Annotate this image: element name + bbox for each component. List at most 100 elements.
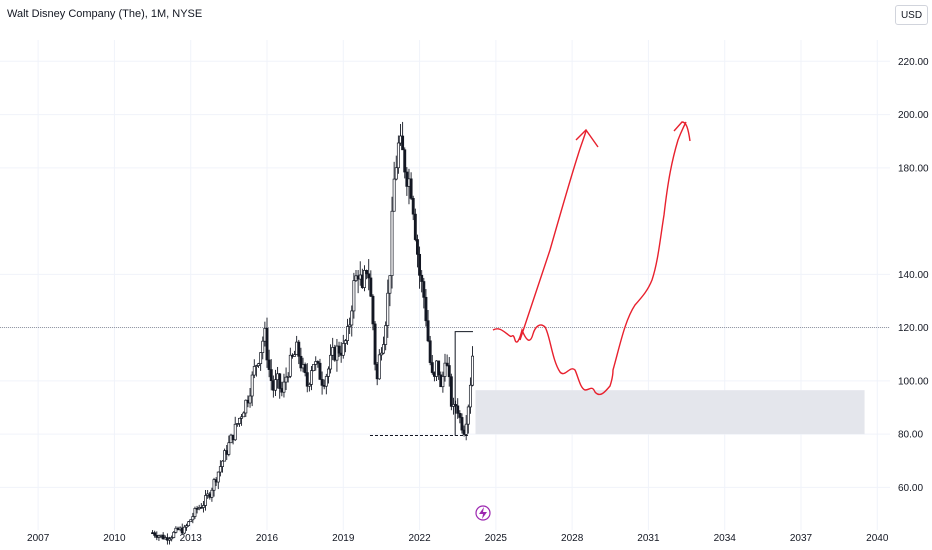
candle-body — [420, 274, 424, 282]
candle-body — [210, 489, 214, 498]
candle-body — [424, 296, 428, 322]
x-tick-label: 2031 — [637, 533, 660, 544]
lightning-icon[interactable] — [475, 505, 491, 521]
x-tick-label: 2037 — [790, 533, 813, 544]
candle-body — [418, 253, 422, 276]
candle-body — [456, 405, 460, 414]
candle-body — [363, 270, 366, 288]
currency-button[interactable]: USD — [895, 5, 928, 25]
candle-body — [348, 324, 352, 327]
candle-body — [430, 362, 434, 373]
candle-body — [350, 310, 354, 326]
candle-body — [303, 364, 307, 373]
candle-body — [403, 149, 407, 173]
candle-body — [191, 516, 195, 521]
support-zone — [475, 390, 865, 435]
candle-body — [409, 178, 413, 199]
candle-body — [218, 466, 222, 473]
candle-body — [396, 142, 400, 169]
candle-body — [390, 210, 394, 276]
candle-body — [320, 379, 324, 386]
candle-body — [411, 198, 415, 215]
y-tick-label: 140.00 — [898, 270, 929, 281]
candle-body — [373, 323, 377, 365]
candle-body — [392, 178, 396, 212]
y-axis: 60.00 80.00 100.00 120.00 140.00 180.00 200.00… — [898, 57, 929, 494]
x-tick-label: 2013 — [180, 533, 203, 544]
candle-body — [174, 527, 178, 533]
x-tick-label: 2007 — [27, 533, 50, 544]
candle-body — [244, 399, 248, 414]
candle-body — [316, 361, 320, 364]
candle-body — [223, 450, 227, 462]
candle-body — [382, 344, 385, 354]
arrowhead-2 — [673, 121, 691, 142]
candle-body — [238, 417, 241, 424]
candle-body — [187, 521, 191, 527]
candle-body — [212, 479, 216, 491]
candle-body — [153, 532, 157, 536]
candle-body — [310, 370, 313, 385]
candlestick-series — [151, 121, 474, 545]
y-tick-label: 60.00 — [898, 483, 923, 494]
candle-body — [199, 507, 203, 509]
hand-drawn-projection — [492, 121, 691, 396]
candle-body — [168, 538, 171, 541]
y-tick-label: 200.00 — [898, 110, 929, 121]
candle-body — [269, 369, 273, 382]
candle-body — [261, 340, 265, 353]
x-tick-label: 2034 — [714, 533, 737, 544]
candle-body — [233, 423, 237, 441]
candle-body — [329, 354, 333, 370]
candle-body — [365, 270, 369, 275]
candle-body — [161, 534, 165, 540]
x-tick-label: 2025 — [485, 533, 508, 544]
candle-body — [282, 381, 286, 393]
y-tick-label: 80.00 — [898, 430, 923, 441]
x-tick-label: 2028 — [561, 533, 584, 544]
candle-body — [288, 354, 292, 377]
candle-body — [318, 362, 322, 380]
grid-lines — [0, 40, 890, 530]
candle-body — [471, 355, 474, 386]
x-tick-label: 2010 — [103, 533, 126, 544]
x-axis: 2007 2010 2013 2016 2019 2022 2025 2028 2031 2034… — [27, 533, 889, 544]
candle-body — [352, 280, 356, 312]
candle-body — [449, 376, 453, 407]
projection-path-2 — [519, 130, 587, 341]
candle-body — [254, 365, 258, 367]
projection-path-1 — [492, 121, 687, 396]
candle-body — [257, 363, 260, 366]
candle-body — [185, 525, 188, 528]
x-tick-label: 2040 — [866, 533, 889, 544]
candle-body — [293, 354, 296, 357]
y-tick-label: 120.00 — [898, 323, 929, 334]
candle-body — [305, 372, 309, 387]
x-tick-label: 2016 — [256, 533, 279, 544]
candle-body — [201, 505, 205, 508]
x-tick-label: 2019 — [332, 533, 355, 544]
candle-body — [386, 292, 390, 326]
candle-body — [371, 295, 375, 325]
candle-body — [307, 384, 311, 387]
candle-body — [157, 535, 161, 538]
candle-body — [170, 537, 174, 540]
candle-body — [193, 508, 197, 517]
candle-body — [428, 340, 432, 363]
y-tick-label: 100.00 — [898, 376, 929, 387]
candle-body — [445, 362, 449, 366]
candle-body — [284, 376, 288, 383]
candle-body — [265, 327, 269, 361]
candle-body — [388, 275, 392, 294]
candle-body — [324, 376, 328, 387]
candle-body — [367, 273, 371, 279]
candle-body — [346, 326, 349, 341]
candle-body — [216, 471, 220, 483]
candle-body — [312, 364, 316, 371]
arrowhead-1 — [575, 128, 599, 148]
candle-body — [240, 416, 244, 419]
candle-body — [447, 365, 451, 378]
candle-body — [267, 359, 271, 370]
candle-body — [278, 373, 282, 389]
